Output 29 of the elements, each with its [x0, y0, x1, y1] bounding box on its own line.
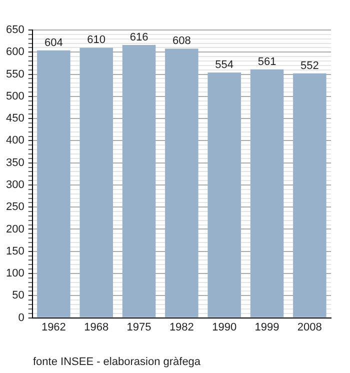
y-tick-label: 350	[6, 156, 24, 169]
data-label: 552	[300, 60, 319, 72]
data-label: 608	[172, 35, 191, 48]
x-tick-label: 1968	[84, 321, 109, 334]
x-tick-label: 1990	[212, 321, 237, 334]
y-tick-label: 0	[18, 312, 24, 324]
y-tick-label: 200	[6, 223, 24, 236]
data-label: 610	[87, 34, 106, 46]
x-tick-label: 2008	[297, 321, 322, 334]
data-label: 554	[215, 59, 234, 72]
y-tick-label: 550	[6, 68, 24, 80]
y-tick-label: 100	[6, 268, 24, 280]
y-tick-label: 50	[12, 290, 24, 302]
data-label: 561	[258, 56, 276, 68]
x-tick-label: 1975	[126, 321, 152, 334]
y-tick-label: 300	[6, 179, 24, 191]
source-note: fonte INSEE - elaborasion gràfega	[33, 356, 202, 368]
x-tick-label: 1962	[41, 321, 66, 334]
y-tick-label: 600	[6, 46, 24, 58]
y-tick-label: 650	[6, 24, 24, 36]
y-tick-label: 500	[6, 90, 24, 102]
y-tick-label: 450	[6, 112, 24, 125]
x-tick-label: 1999	[254, 321, 280, 334]
y-tick-label: 250	[6, 201, 24, 214]
y-tick-label: 150	[6, 245, 24, 258]
data-label: 616	[130, 32, 148, 44]
x-tick-label: 1982	[169, 321, 194, 334]
y-tick-label: 400	[6, 134, 24, 147]
data-label: 604	[44, 36, 63, 49]
